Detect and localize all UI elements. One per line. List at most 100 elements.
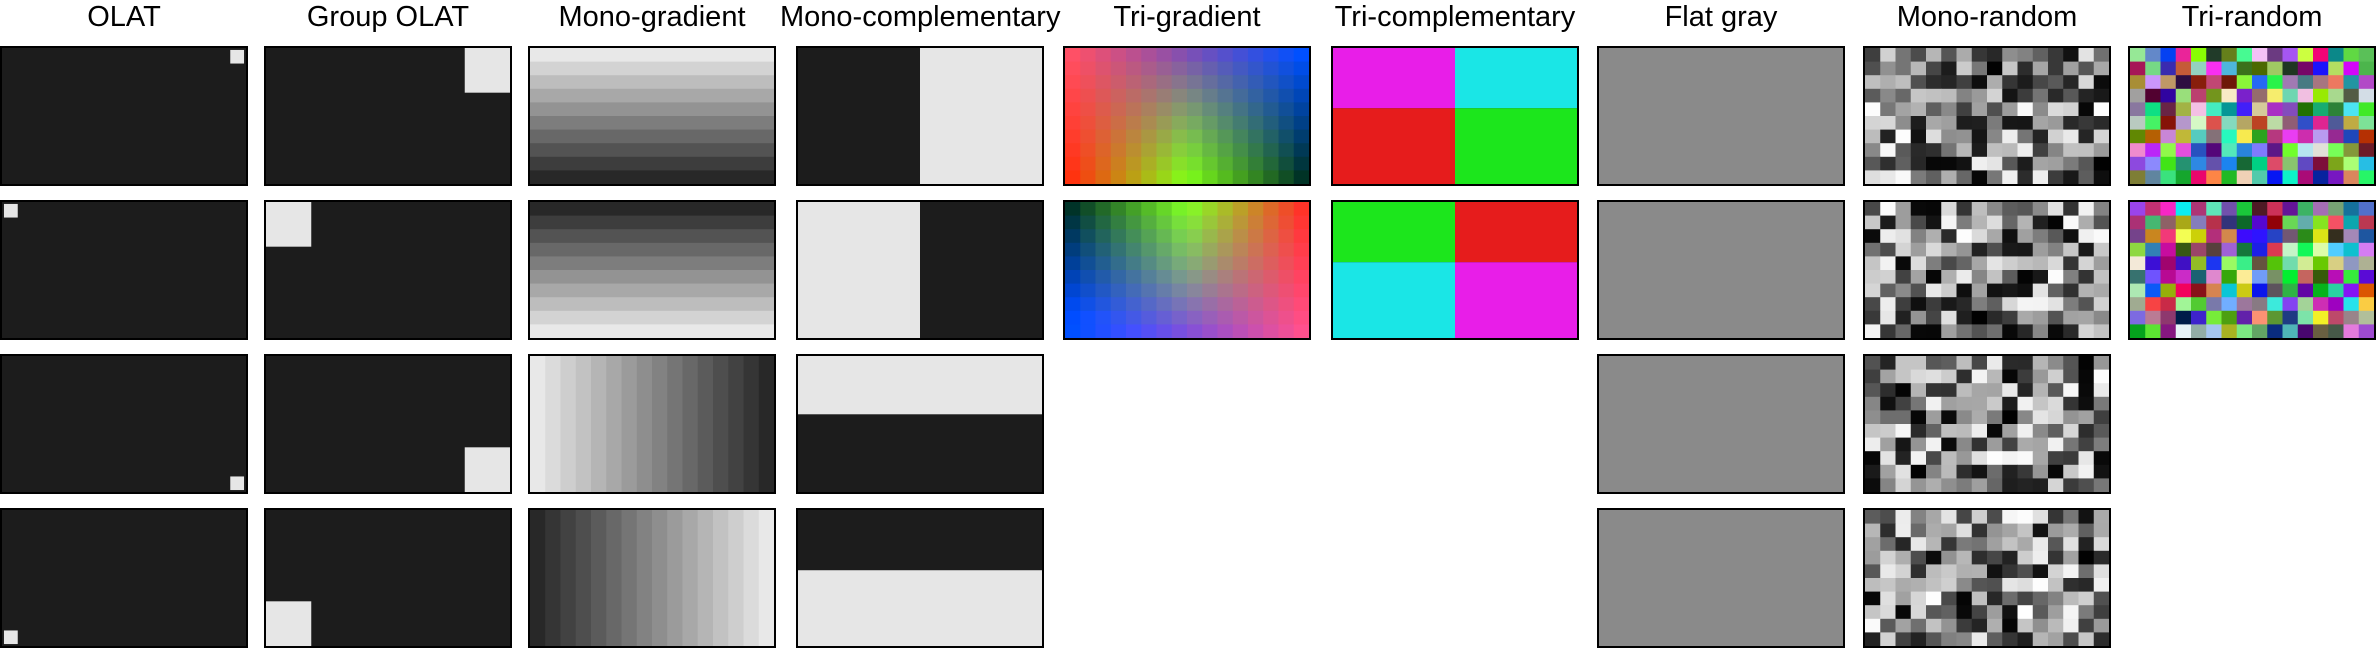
gradient-cell bbox=[1095, 283, 1112, 298]
random-cell bbox=[1926, 75, 1942, 90]
random-cell bbox=[2063, 369, 2079, 384]
random-cell bbox=[2160, 242, 2177, 257]
random-cell bbox=[2236, 48, 2253, 63]
random-cell bbox=[1926, 242, 1942, 257]
gradient-cell bbox=[1065, 143, 1081, 158]
gradient-cell bbox=[1156, 283, 1173, 298]
random-cell bbox=[1941, 48, 1957, 63]
random-cell bbox=[2078, 270, 2095, 285]
random-cell bbox=[2267, 256, 2283, 271]
random-cell bbox=[2282, 170, 2299, 184]
random-cell bbox=[2236, 170, 2253, 184]
gradient-cell bbox=[1263, 310, 1279, 325]
gradient-cell bbox=[1278, 310, 1295, 325]
random-cell bbox=[2130, 215, 2146, 230]
random-cell bbox=[1956, 102, 1973, 117]
random-cell bbox=[2048, 129, 2064, 144]
random-cell bbox=[2191, 156, 2207, 171]
random-cell bbox=[2236, 297, 2253, 312]
random-cell bbox=[2175, 297, 2192, 312]
random-cell bbox=[2017, 369, 2034, 384]
gradient-cell bbox=[1095, 202, 1112, 217]
random-cell bbox=[2078, 129, 2095, 144]
random-cell bbox=[2048, 578, 2064, 593]
random-cell bbox=[2221, 116, 2238, 131]
random-cell bbox=[2048, 310, 2064, 325]
random-cell bbox=[2313, 202, 2329, 217]
random-cell bbox=[2063, 478, 2079, 492]
pattern-graphic bbox=[530, 202, 774, 338]
random-cell bbox=[2048, 605, 2064, 620]
gradient-cell bbox=[1217, 170, 1234, 184]
gradient-cell bbox=[1110, 270, 1127, 285]
random-cell bbox=[1910, 283, 1927, 298]
pattern-graphic bbox=[1865, 510, 2109, 646]
pattern-graphic bbox=[1599, 356, 1843, 492]
random-cell bbox=[1926, 102, 1942, 117]
random-cell bbox=[1926, 88, 1942, 103]
random-cell bbox=[2048, 215, 2064, 230]
random-cell bbox=[2175, 310, 2192, 325]
random-cell bbox=[1971, 410, 1988, 425]
random-cell bbox=[2267, 270, 2283, 285]
random-cell bbox=[1971, 605, 1988, 620]
gradient-band bbox=[606, 356, 622, 492]
random-cell bbox=[1880, 618, 1896, 633]
gradient-cell bbox=[1141, 143, 1157, 158]
random-cell bbox=[2236, 256, 2253, 271]
pattern-olat-3 bbox=[0, 354, 248, 494]
random-cell bbox=[2048, 537, 2064, 552]
gradient-cell bbox=[1263, 297, 1279, 312]
gradient-cell bbox=[1126, 283, 1142, 298]
gradient-cell bbox=[1187, 283, 1203, 298]
random-cell bbox=[1941, 437, 1957, 452]
gradient-cell bbox=[1065, 61, 1081, 76]
pattern-group-olat-4 bbox=[264, 508, 512, 648]
random-cell bbox=[2221, 143, 2238, 158]
gradient-cell bbox=[1065, 297, 1081, 312]
random-cell bbox=[2093, 510, 2109, 525]
gradient-cell bbox=[1217, 297, 1234, 312]
random-cell bbox=[1987, 523, 2003, 538]
random-cell bbox=[1880, 156, 1896, 171]
gradient-cell bbox=[1156, 170, 1173, 184]
random-cell bbox=[2160, 156, 2177, 171]
gradient-cell bbox=[1110, 242, 1127, 257]
gradient-cell bbox=[1278, 242, 1295, 257]
random-cell bbox=[2175, 48, 2192, 63]
random-cell bbox=[1880, 632, 1896, 646]
random-cell bbox=[2002, 170, 2018, 184]
random-cell bbox=[2297, 170, 2314, 184]
random-cell bbox=[1971, 369, 1988, 384]
random-cell bbox=[2221, 156, 2238, 171]
gradient-cell bbox=[1202, 310, 1218, 325]
random-cell bbox=[1880, 324, 1896, 338]
random-cell bbox=[2267, 229, 2283, 244]
random-cell bbox=[1926, 324, 1942, 338]
random-cell bbox=[1941, 270, 1957, 285]
random-cell bbox=[1895, 75, 1912, 90]
gradient-cell bbox=[1171, 129, 1188, 144]
gradient-cell bbox=[1065, 229, 1081, 244]
random-cell bbox=[2267, 48, 2283, 63]
random-cell bbox=[2297, 75, 2314, 90]
random-cell bbox=[1987, 356, 2003, 371]
random-cell bbox=[2282, 270, 2299, 285]
random-cell bbox=[1880, 478, 1896, 492]
gradient-band bbox=[652, 356, 668, 492]
random-cell bbox=[2252, 61, 2268, 76]
gradient-cell bbox=[1293, 310, 1309, 325]
random-cell bbox=[1865, 550, 1881, 565]
random-cell bbox=[1880, 215, 1896, 230]
random-cell bbox=[2328, 143, 2344, 158]
gradient-cell bbox=[1080, 75, 1096, 90]
random-cell bbox=[2130, 242, 2146, 257]
random-cell bbox=[2048, 102, 2064, 117]
random-cell bbox=[2002, 242, 2018, 257]
random-cell bbox=[2236, 229, 2253, 244]
gradient-cell bbox=[1065, 256, 1081, 271]
random-cell bbox=[1956, 310, 1973, 325]
random-cell bbox=[1926, 310, 1942, 325]
gradient-cell bbox=[1248, 283, 1264, 298]
gradient-cell bbox=[1156, 310, 1173, 325]
